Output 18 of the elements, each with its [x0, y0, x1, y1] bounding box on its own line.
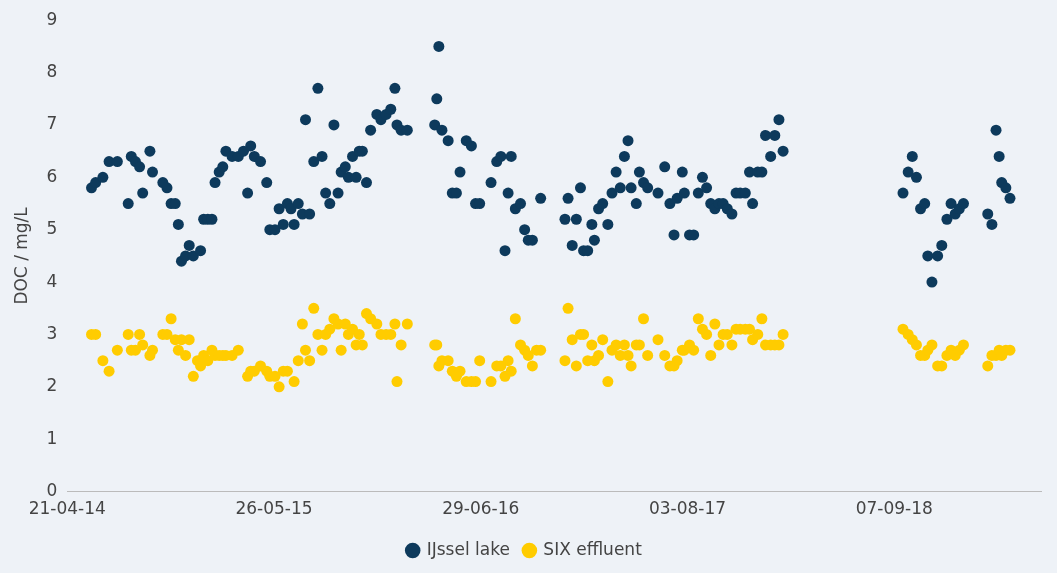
x-tick-label: 07-09-18: [855, 498, 933, 519]
legend-label: IJssel lake: [426, 538, 510, 559]
x-tick-label: 03-08-17: [648, 498, 727, 519]
y-tick-label: 0: [46, 480, 58, 501]
y-axis-title: DOC / mg/L: [10, 206, 31, 305]
y-tick-label: 7: [46, 113, 58, 134]
y-tick-label: 2: [46, 375, 58, 396]
x-tick-label: 29-06-16: [442, 498, 520, 519]
y-tick-label: 3: [46, 322, 58, 343]
y-tick-label: 8: [46, 61, 58, 81]
x-tick-label: 21-04-14: [28, 498, 106, 519]
y-tick-label: 5: [46, 218, 58, 239]
legend-label: SIX effluent: [543, 538, 643, 559]
x-tick-label: 26-05-15: [235, 498, 313, 519]
y-tick-label: 6: [46, 165, 58, 186]
y-tick-label: 4: [46, 270, 58, 291]
y-tick-label: 1: [46, 427, 58, 448]
y-tick-label: 9: [46, 8, 58, 29]
